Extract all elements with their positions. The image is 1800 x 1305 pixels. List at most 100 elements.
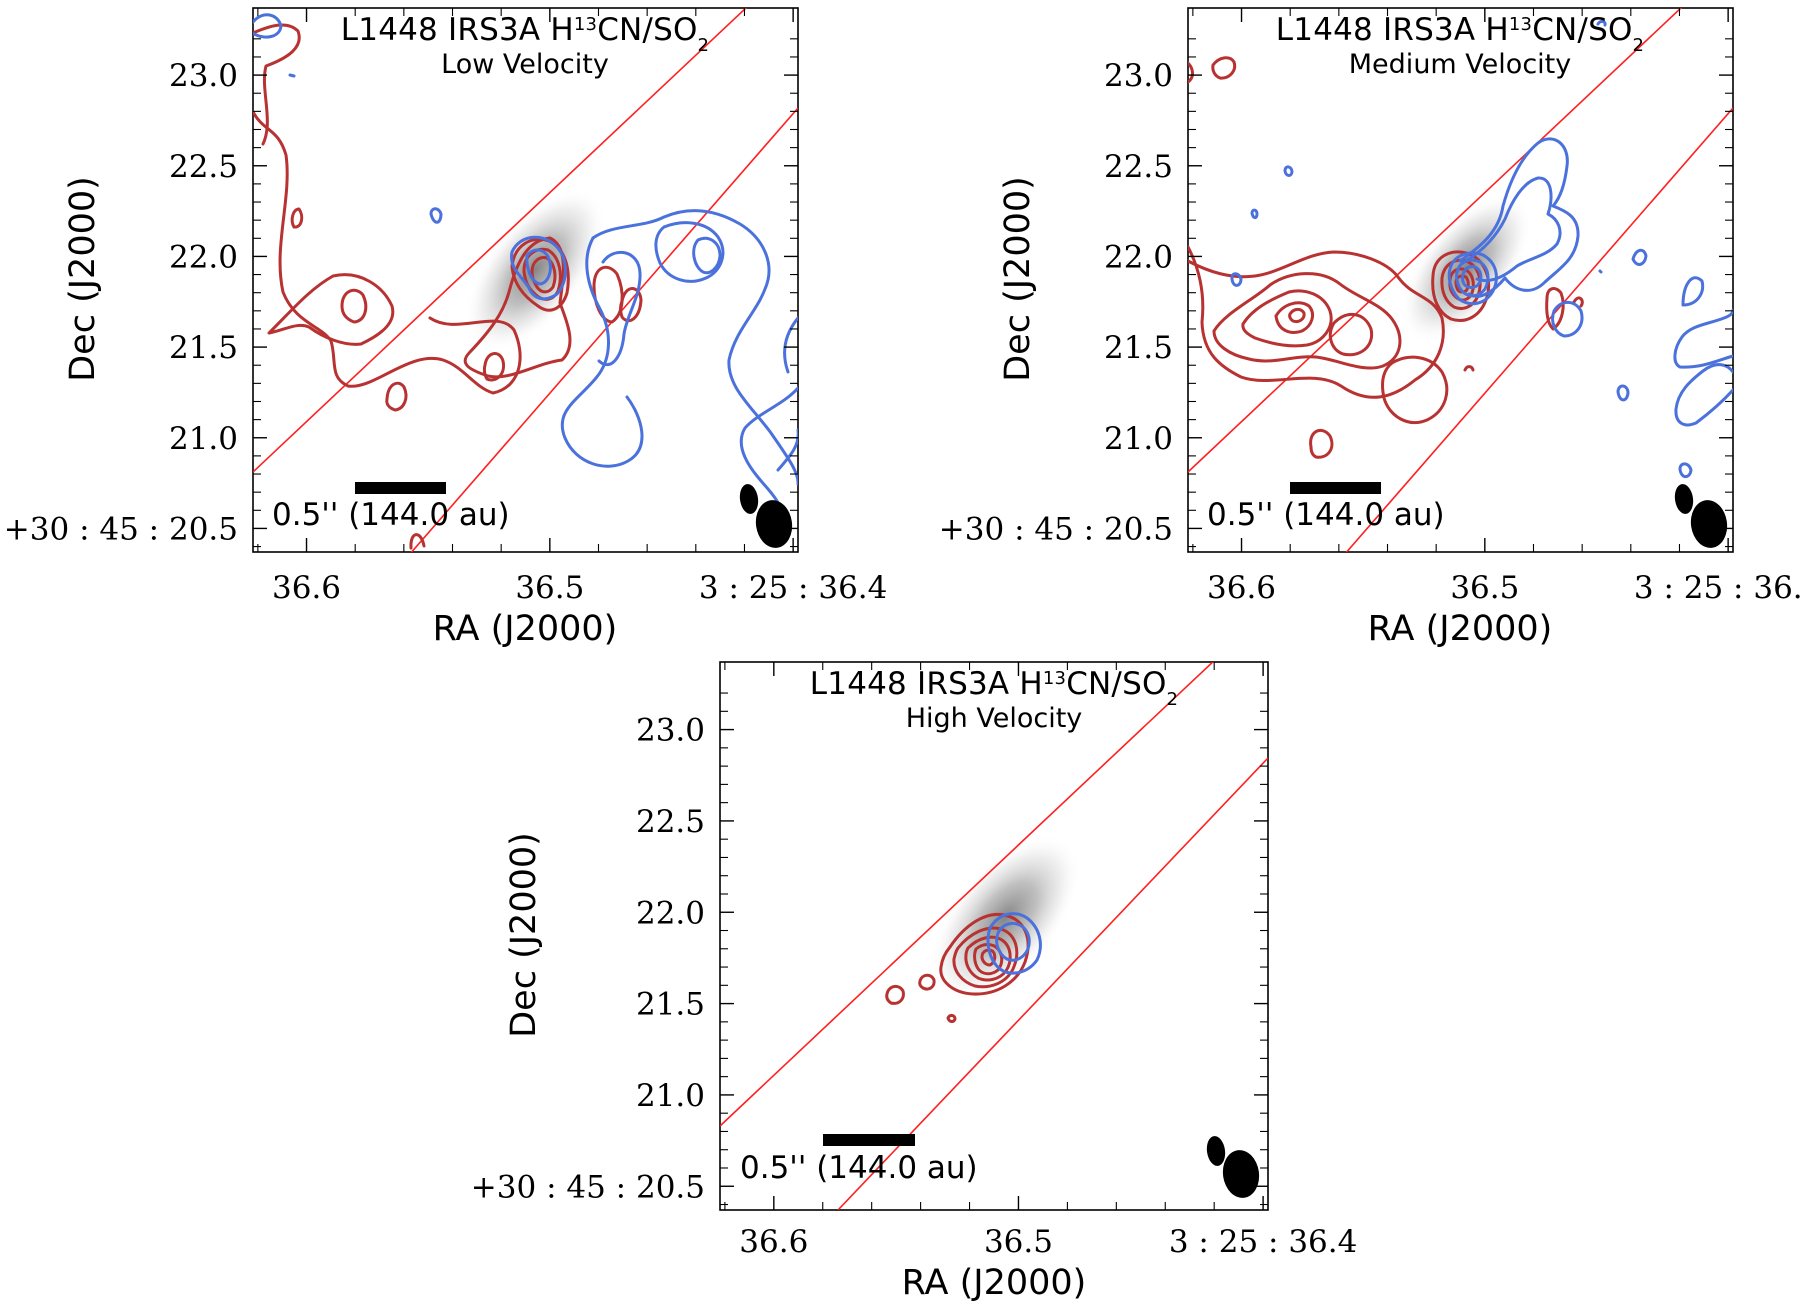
low-red-contour-west-streamer (253, 110, 522, 395)
high-y-tick-label-0: 23.0 (636, 713, 705, 749)
high-x-tick-label-1: 36.5 (984, 1224, 1053, 1260)
medium-red-contour-west-core (1274, 301, 1314, 334)
medium-red-contour-middle-west (1212, 272, 1402, 370)
high-red-contour-third (964, 935, 1012, 982)
low-y-tick-label-4: 21.0 (169, 421, 238, 457)
medium-y-axis-label: Dec (J2000) (998, 176, 1038, 382)
high-red-contour-left-knot (885, 985, 905, 1005)
high-continuum-emission (929, 834, 1081, 1002)
medium-x-tick-label-0: 36.6 (1207, 570, 1276, 606)
medium-axes-and-labels: 36.6 36.5 3 : 25 : 36.4 23.0 22.5 22.0 21.5 21.… (939, 8, 1800, 649)
low-title-isotope: 13 (574, 14, 597, 35)
low-red-contour-west-loop (267, 273, 395, 346)
low-blue-contour-stem (560, 236, 644, 468)
low-blue-contour-east-edge (783, 316, 798, 374)
high-red-contour-inner (980, 948, 997, 967)
high-x-axis-label: RA (J2000) (902, 1263, 1087, 1303)
low-lower-cut-line (410, 107, 798, 552)
low-red-contour-right-blob (619, 287, 643, 323)
low-beam-ellipse-1 (755, 500, 793, 548)
high-y-tick-label-1: 22.5 (636, 804, 705, 840)
low-title-subscript: 2 (698, 35, 710, 56)
high-subtitle: High Velocity (906, 703, 1083, 734)
medium-blue-contour-peak-3 (1461, 265, 1483, 289)
high-title-prefix: L1448 IRS3A H (810, 666, 1043, 702)
medium-plot-frame (1187, 7, 1734, 553)
medium-map-content (1188, 8, 1733, 552)
low-red-contour-western-knot (340, 288, 368, 324)
high-blue-contour-inner (995, 922, 1031, 962)
high-y-tick-label-4: 21.0 (636, 1078, 705, 1114)
high-blue-contour-outer (986, 912, 1042, 975)
medium-blue-contour-right-arc (1681, 276, 1705, 307)
low-x-tick-label-2: 3 : 25 : 36.4 (699, 570, 888, 606)
low-subtitle: Low Velocity (441, 49, 609, 80)
medium-y-tick-label-4: 21.0 (1104, 421, 1173, 457)
medium-red-contour-west-core-inner (1288, 307, 1306, 323)
low-blue-contour-southeast-arc (776, 428, 798, 472)
medium-scale-bar-label: 0.5'' (144.0 au) (1207, 497, 1445, 533)
low-continuum-emission (464, 188, 606, 352)
low-blue-contour-main (591, 209, 798, 486)
medium-blue-contour-south-knot (1616, 384, 1630, 402)
medium-y-tick-label-0: 23.0 (1104, 58, 1173, 94)
low-y-tick-label-5: +30 : 45 : 20.5 (4, 511, 238, 547)
low-y-tick-label-2: 22.0 (169, 239, 238, 275)
high-red-contour-mid-knot (918, 973, 936, 991)
medium-subtitle: Medium Velocity (1349, 49, 1571, 80)
low-blue-contour-inner-loop (597, 250, 642, 367)
low-blue-contour-east-loop (654, 221, 725, 283)
medium-blue-contour-far-east-inner (1674, 363, 1733, 427)
medium-blue-contour-inner (1465, 176, 1562, 282)
medium-blue-contour-right-small (1631, 248, 1648, 266)
high-red-contour-small-dot (946, 1014, 957, 1023)
high-title-isotope: 13 (1043, 668, 1066, 689)
medium-blue-contour-tiny (1598, 269, 1603, 274)
low-scale-bar (355, 482, 446, 494)
high-y-tick-label-2: 22.0 (636, 895, 705, 931)
low-y-tick-label-1: 22.5 (169, 149, 238, 185)
high-scale-bar (823, 1134, 915, 1146)
low-title-mid: CN/SO (597, 12, 697, 48)
high-red-contour-outer (939, 912, 1030, 996)
high-beam-ellipse-1 (1222, 1150, 1260, 1198)
low-title-prefix: L1448 IRS3A H (341, 12, 574, 48)
low-red-contour-southern-small (482, 352, 506, 382)
high-upper-cut-line (720, 662, 1214, 1127)
high-title-subscript: 2 (1167, 689, 1179, 710)
low-blue-contour-dot (288, 73, 296, 78)
low-y-tick-label-0: 23.0 (169, 58, 238, 94)
low-red-contour-south (409, 533, 426, 550)
medium-blue-contour-peak-2 (1455, 258, 1490, 298)
low-red-contour-central-blob (592, 265, 624, 324)
medium-blue-contour-west-dot-3 (1283, 165, 1294, 177)
high-x-tick-label-0: 36.6 (739, 1224, 808, 1260)
medium-y-tick-label-1: 22.5 (1104, 149, 1173, 185)
high-x-tick-label-2: 3 : 25 : 36.4 (1169, 1224, 1358, 1260)
low-red-contour-northwest-arc (253, 23, 301, 146)
medium-title-subscript: 2 (1633, 35, 1645, 56)
medium-red-contour-small-south (1309, 428, 1334, 459)
low-y-tick-label-3: 21.5 (169, 330, 238, 366)
medium-blue-contour-peak-1 (1447, 251, 1498, 306)
medium-velocity-panel (1187, 7, 1734, 553)
high-y-tick-label-3: 21.5 (636, 987, 705, 1023)
medium-red-contour-east-blob (1545, 287, 1565, 331)
medium-title-isotope: 13 (1509, 14, 1532, 35)
low-beam-ellipse-0 (739, 484, 759, 514)
low-axes-and-labels: 36.6 36.5 3 : 25 : 36.4 23.0 22.5 22.0 21.5 21.… (4, 8, 888, 649)
low-red-contour-peak-outer (510, 237, 570, 312)
medium-x-axis-label: RA (J2000) (1368, 609, 1553, 649)
medium-red-contour-south-lobe (1381, 355, 1449, 424)
medium-red-contour-east-small (1463, 365, 1475, 372)
medium-red-contour-outer-west (1188, 245, 1445, 399)
high-red-contour-second (952, 926, 1019, 989)
medium-y-tick-label-5: +30 : 45 : 20.5 (939, 511, 1173, 547)
medium-red-contour-west-edge (1188, 61, 1194, 84)
high-beam-ellipse-0 (1206, 1136, 1226, 1166)
low-red-contour-central-loop (463, 236, 572, 379)
medium-chart-title: L1448 IRS3A H13CN/SO2 (1276, 12, 1644, 56)
medium-y-tick-label-3: 21.5 (1104, 330, 1173, 366)
medium-red-contour-inner-west (1241, 289, 1333, 348)
high-chart-title: L1448 IRS3A H13CN/SO2 (810, 666, 1178, 710)
